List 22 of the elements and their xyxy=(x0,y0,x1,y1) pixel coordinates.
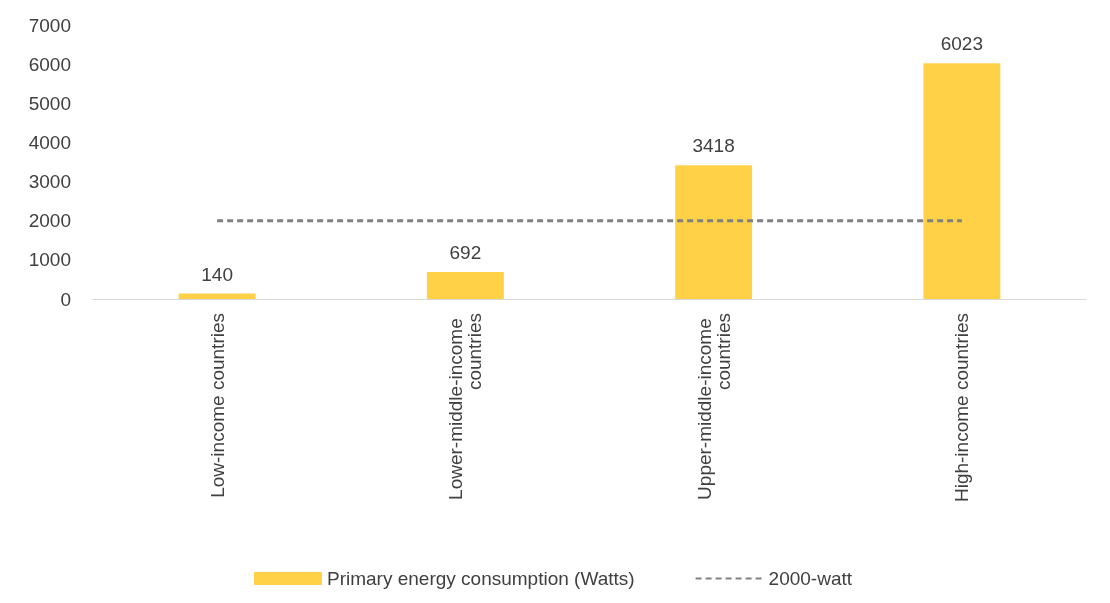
y-tick-label: 7000 xyxy=(28,14,71,36)
data-label: 692 xyxy=(449,241,482,263)
y-tick-label: 2000 xyxy=(28,210,71,232)
bar xyxy=(178,293,256,299)
x-tick-label: Lower-middle-income countries xyxy=(445,313,486,500)
bar xyxy=(675,165,753,299)
x-tick-label: Upper-middle-income countries xyxy=(693,313,734,500)
x-tick-label: High-income countries xyxy=(951,313,973,503)
data-label: 140 xyxy=(201,263,233,285)
x-tick-label: Low-income countries xyxy=(206,313,228,498)
y-tick-label: 5000 xyxy=(28,92,71,114)
y-tick-label: 0 xyxy=(60,288,71,310)
bar xyxy=(426,271,504,299)
y-tick-label: 4000 xyxy=(28,131,71,153)
data-label: 3418 xyxy=(692,135,735,157)
y-tick-label: 6000 xyxy=(28,53,71,75)
bar xyxy=(923,63,1001,299)
data-label: 6023 xyxy=(940,33,984,55)
legend-label: Primary energy consumption (Watts) xyxy=(326,568,635,589)
legend-label: 2000-watt xyxy=(768,568,853,589)
y-tick-label: 1000 xyxy=(28,249,71,271)
y-tick-label: 3000 xyxy=(28,171,71,193)
